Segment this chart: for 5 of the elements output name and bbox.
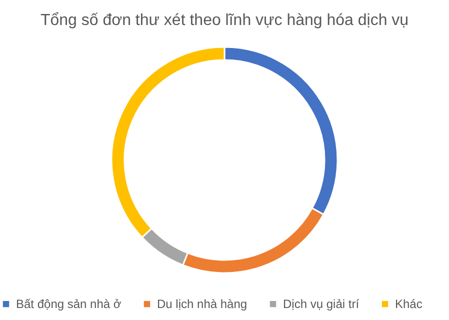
legend-label: Khác <box>395 297 422 312</box>
legend-label: Du lịch nhà hàng <box>157 297 248 312</box>
legend-label: Dịch vụ giải trí <box>283 297 360 312</box>
legend-label: Bất động sản nhà ở <box>16 297 122 312</box>
chart-title: Tổng số đơn thư xét theo lĩnh vực hàng hóa dịch vụ <box>40 12 409 29</box>
